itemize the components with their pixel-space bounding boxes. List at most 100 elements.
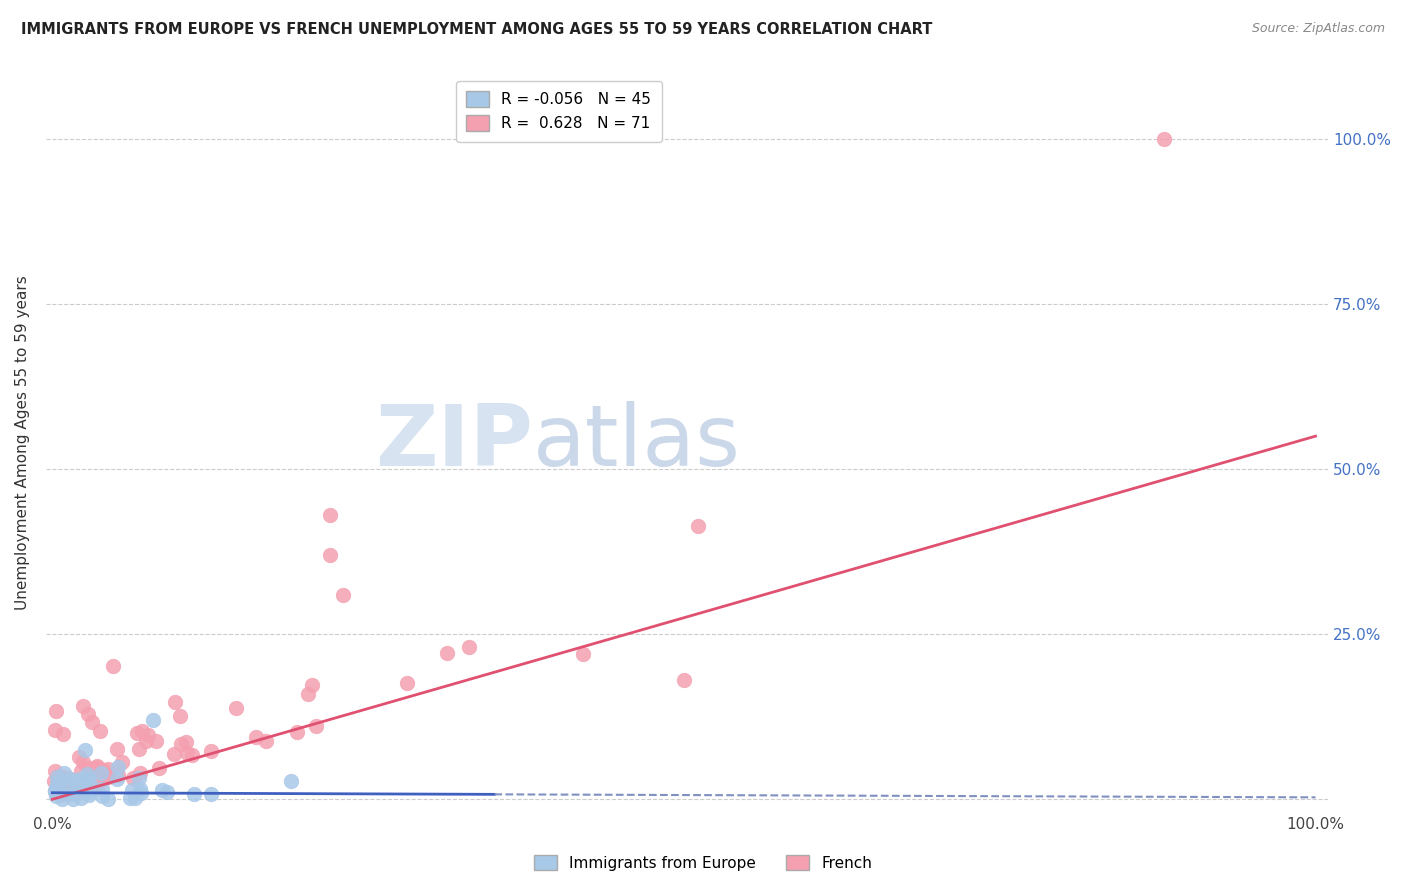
Point — [396, 676, 419, 690]
Point — [63, 773, 86, 788]
Point — [332, 588, 354, 602]
Point — [45, 780, 67, 794]
Point — [69, 772, 91, 787]
Point — [80, 715, 103, 730]
Point — [128, 771, 150, 785]
Point — [686, 519, 709, 533]
Point — [163, 747, 186, 761]
Point — [1153, 132, 1175, 146]
Point — [97, 762, 120, 776]
Point — [436, 646, 458, 660]
Point — [254, 733, 277, 747]
Point — [142, 713, 165, 727]
Point — [176, 746, 198, 760]
Point — [91, 789, 114, 804]
Text: IMMIGRANTS FROM EUROPE VS FRENCH UNEMPLOYMENT AMONG AGES 55 TO 59 YEARS CORRELAT: IMMIGRANTS FROM EUROPE VS FRENCH UNEMPLO… — [21, 22, 932, 37]
Point — [45, 704, 67, 718]
Point — [124, 791, 146, 805]
Point — [128, 741, 150, 756]
Point — [319, 508, 342, 523]
Point — [60, 782, 83, 797]
Point — [89, 723, 111, 738]
Point — [72, 756, 94, 770]
Text: Source: ZipAtlas.com: Source: ZipAtlas.com — [1251, 22, 1385, 36]
Point — [105, 772, 128, 786]
Point — [458, 640, 481, 655]
Point — [174, 734, 197, 748]
Point — [121, 782, 143, 797]
Point — [48, 778, 70, 792]
Point — [672, 673, 695, 688]
Point — [150, 783, 173, 797]
Point — [200, 787, 222, 801]
Point — [125, 725, 148, 739]
Point — [79, 777, 101, 791]
Legend: Immigrants from Europe, French: Immigrants from Europe, French — [524, 846, 882, 880]
Point — [91, 772, 114, 786]
Point — [83, 762, 105, 776]
Point — [131, 724, 153, 739]
Point — [183, 787, 205, 801]
Point — [72, 699, 94, 714]
Point — [91, 763, 114, 777]
Point — [129, 786, 152, 800]
Point — [52, 770, 75, 784]
Point — [76, 761, 98, 775]
Point — [181, 748, 204, 763]
Point — [287, 725, 309, 739]
Point — [245, 730, 267, 744]
Point — [52, 786, 75, 800]
Point — [77, 772, 100, 786]
Point — [44, 784, 66, 798]
Text: ZIP: ZIP — [375, 401, 533, 484]
Point — [66, 783, 89, 797]
Point — [118, 790, 141, 805]
Point — [79, 788, 101, 802]
Point — [107, 768, 129, 782]
Point — [136, 728, 159, 742]
Legend: R = -0.056   N = 45, R =  0.628   N = 71: R = -0.056 N = 45, R = 0.628 N = 71 — [456, 80, 662, 142]
Point — [129, 782, 152, 797]
Point — [305, 719, 328, 733]
Point — [280, 774, 302, 789]
Point — [129, 765, 152, 780]
Point — [163, 695, 186, 709]
Y-axis label: Unemployment Among Ages 55 to 59 years: Unemployment Among Ages 55 to 59 years — [15, 276, 30, 610]
Point — [301, 678, 323, 692]
Point — [105, 742, 128, 756]
Point — [73, 742, 96, 756]
Point — [45, 770, 67, 784]
Point — [46, 774, 69, 789]
Point — [63, 775, 86, 789]
Point — [44, 784, 66, 798]
Point — [86, 780, 108, 795]
Point — [122, 771, 145, 785]
Point — [135, 734, 157, 748]
Point — [65, 786, 87, 800]
Point — [103, 659, 125, 673]
Point — [111, 756, 134, 770]
Point — [90, 766, 112, 780]
Point — [97, 771, 120, 785]
Point — [91, 782, 114, 797]
Point — [46, 769, 69, 783]
Point — [58, 771, 80, 785]
Point — [70, 790, 93, 805]
Point — [62, 787, 84, 801]
Point — [48, 784, 70, 798]
Point — [44, 723, 66, 737]
Point — [53, 766, 76, 780]
Text: atlas: atlas — [533, 401, 741, 484]
Point — [319, 548, 342, 562]
Point — [62, 792, 84, 806]
Point — [52, 727, 75, 741]
Point — [70, 764, 93, 778]
Point — [65, 774, 87, 789]
Point — [72, 782, 94, 797]
Point — [145, 733, 167, 747]
Point — [86, 759, 108, 773]
Point — [44, 764, 66, 779]
Point — [76, 767, 98, 781]
Point — [572, 647, 595, 661]
Point — [79, 784, 101, 798]
